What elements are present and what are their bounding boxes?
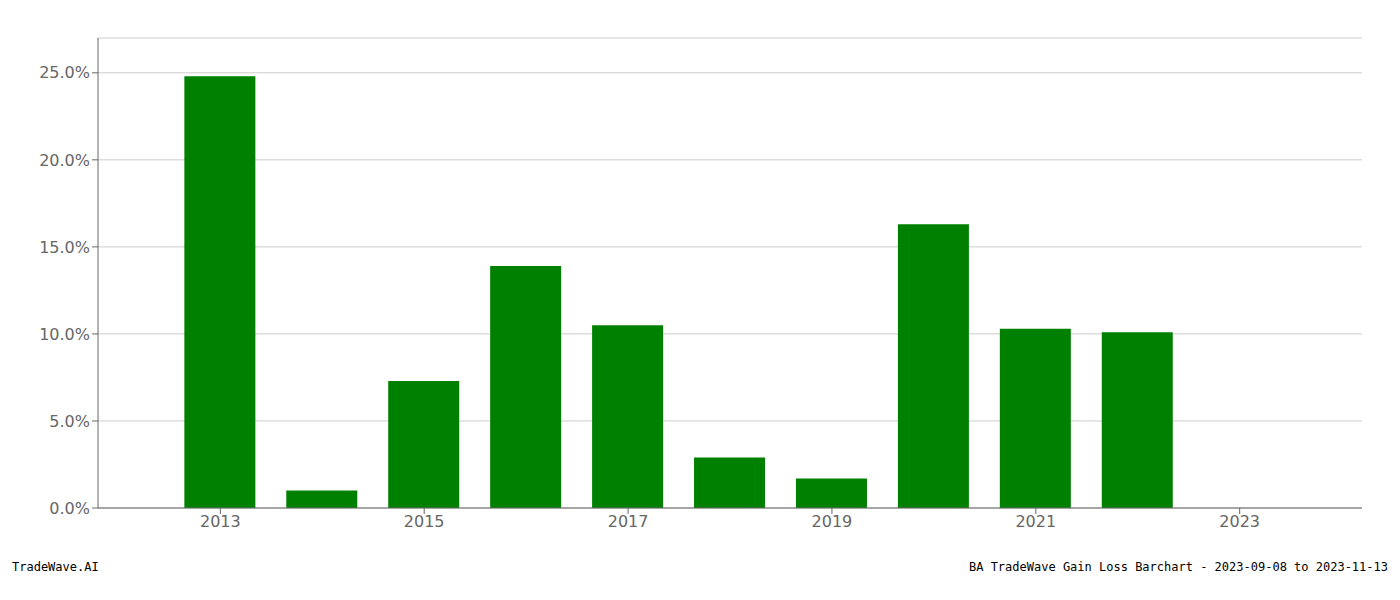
svg-text:2023: 2023: [1219, 512, 1260, 531]
svg-text:5.0%: 5.0%: [49, 412, 90, 431]
svg-text:10.0%: 10.0%: [39, 325, 90, 344]
svg-text:15.0%: 15.0%: [39, 238, 90, 257]
svg-text:2021: 2021: [1015, 512, 1056, 531]
svg-text:25.0%: 25.0%: [39, 63, 90, 82]
html-text:TradeWave.AI: TradeWave.AI: [12, 560, 99, 574]
svg-text:0.0%: 0.0%: [49, 499, 90, 518]
svg-text:2019: 2019: [812, 512, 853, 531]
svg-text:2017: 2017: [608, 512, 649, 531]
svg-text:20.0%: 20.0%: [39, 151, 90, 170]
svg-text:2013: 2013: [200, 512, 241, 531]
svg-text:2015: 2015: [404, 512, 445, 531]
html-text:BA TradeWave Gain Loss Barchar: BA TradeWave Gain Loss Barchart - 2023-0…: [969, 560, 1388, 574]
